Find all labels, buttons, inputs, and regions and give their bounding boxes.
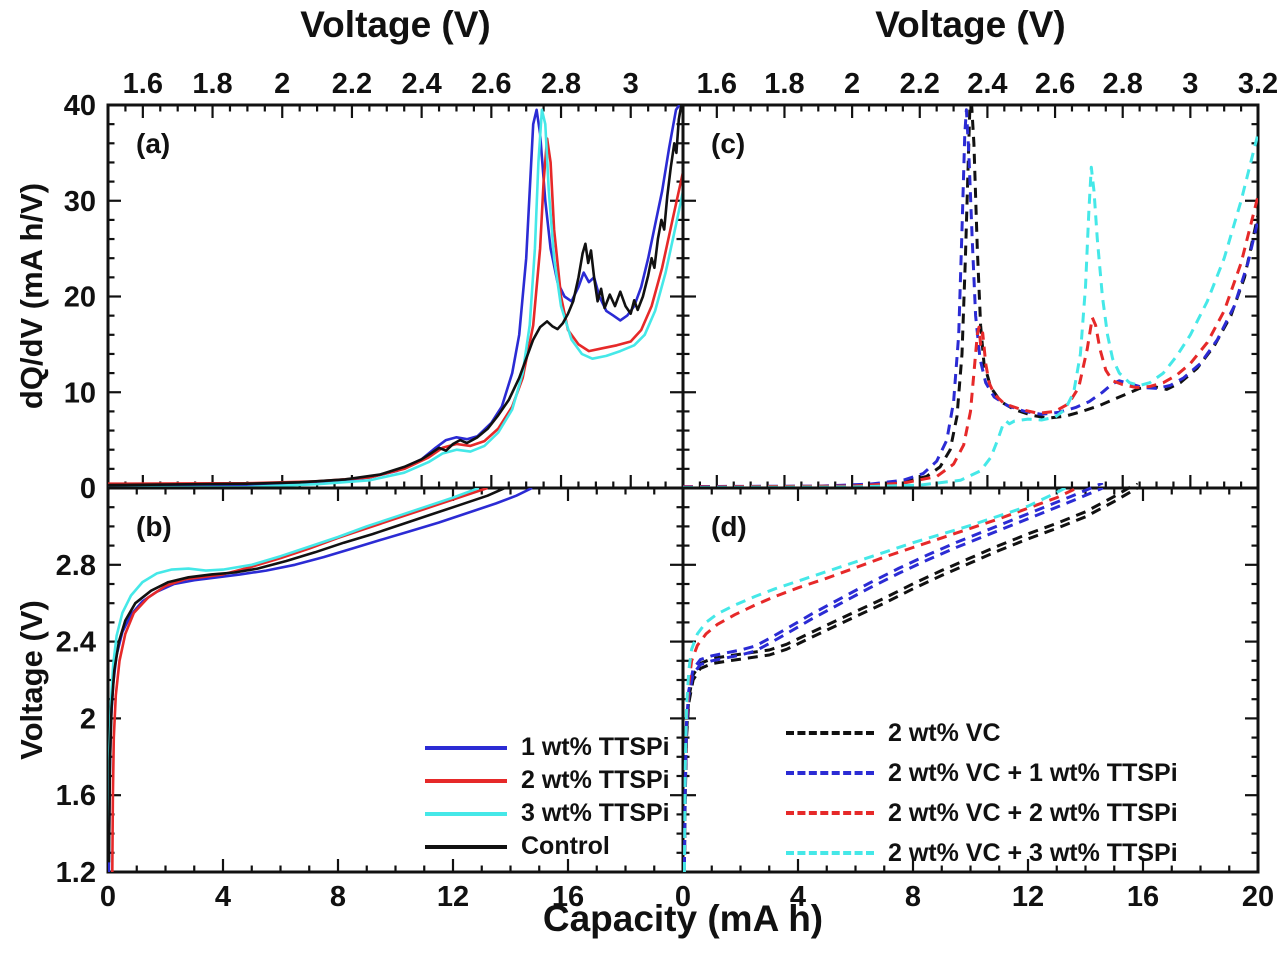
series-line [683, 483, 1104, 867]
legend-label: 2 wt% TTSPi [521, 766, 670, 794]
series-line [108, 108, 683, 488]
tick-label: 2.8 [541, 68, 581, 100]
tick-label: 30 [64, 186, 96, 218]
legend-label: 2 wt% VC + 2 wt% TTSPi [888, 798, 1178, 827]
legend-item: 2 wt% TTSPi [425, 764, 670, 797]
legend-line-swatch [425, 745, 507, 750]
tick-label: 4 [215, 881, 231, 913]
series-line [108, 488, 480, 850]
tick-label: 20 [1242, 881, 1274, 913]
tick-label: 1.6 [56, 780, 96, 812]
legend-label: Control [521, 832, 610, 860]
tick-label: 1.8 [764, 68, 804, 100]
legend-item: 2 wt% VC + 3 wt% TTSPi [786, 833, 1178, 873]
tick-label: 3.2 [1238, 68, 1278, 100]
tick-label: 2 [844, 68, 860, 100]
legend-item: 2 wt% VC + 2 wt% TTSPi [786, 793, 1178, 833]
legend-line-swatch [786, 771, 874, 775]
legend-line-swatch [786, 851, 874, 855]
series-line [108, 105, 683, 487]
tick-label: 40 [64, 90, 96, 122]
tick-label: 2.8 [1103, 68, 1143, 100]
tick-label: 16 [552, 881, 584, 913]
series-line [108, 137, 683, 485]
x-axis-title-voltage-right: Voltage (V) [875, 4, 1066, 45]
legend-label: 1 wt% TTSPi [521, 733, 670, 761]
panel-c: 1.6 1.8 2 2.2 2.4 2.6 2.8 3 3.2 [681, 68, 1278, 490]
tick-label: 12 [1012, 881, 1044, 913]
series-line [683, 105, 1258, 488]
tick-label: 12 [437, 881, 469, 913]
tick-label: 16 [1127, 881, 1159, 913]
x-axis-title-capacity: Capacity (mA h) [542, 898, 824, 939]
series-line [683, 195, 1258, 488]
legend-panel-b: 1 wt% TTSPi 2 wt% TTSPi 3 wt% TTSPi Cont… [425, 731, 670, 863]
legend-line-swatch [425, 811, 507, 816]
panel-b: 0 4 8 12 16 1.2 1.6 2 2.4 2.8 [56, 486, 685, 913]
legend-item: 3 wt% TTSPi [425, 797, 670, 830]
tick-label: 2.6 [1035, 68, 1075, 100]
legend-line-swatch [786, 811, 874, 815]
panel-label-b: (b) [136, 511, 172, 542]
x-axis-title-voltage-left: Voltage (V) [300, 4, 491, 45]
series-line [108, 488, 506, 863]
tick-label: 0 [675, 881, 691, 913]
legend-line-swatch [425, 778, 507, 783]
tick-label: 3 [1182, 68, 1198, 100]
legend-label: 2 wt% VC + 1 wt% TTSPi [888, 758, 1178, 787]
tick-label: 0 [100, 881, 116, 913]
tick-label: 2.4 [56, 627, 96, 659]
legend-label: 2 wt% VC + 3 wt% TTSPi [888, 838, 1178, 867]
series-line [111, 488, 488, 872]
y-axis-title-voltage: Voltage (V) [14, 600, 49, 760]
series-line [683, 488, 1104, 872]
legend-item: Control [425, 830, 670, 863]
tick-label: 2.8 [56, 550, 96, 582]
tick-label: 2 [274, 68, 290, 100]
legend-item: 2 wt% VC [786, 713, 1178, 753]
y-axis-title-dqdv: dQ/dV (mA h/V) [14, 182, 49, 410]
tick-label: 1.6 [697, 68, 737, 100]
panel-label-d: (d) [711, 511, 747, 542]
series-line [683, 108, 1258, 488]
tick-label: 1.6 [123, 68, 163, 100]
tick-label: 2.4 [401, 68, 441, 100]
legend-label: 2 wt% VC [888, 718, 1001, 747]
legend-panel-d: 2 wt% VC 2 wt% VC + 1 wt% TTSPi 2 wt% VC… [786, 713, 1178, 873]
tick-label: 1.2 [56, 857, 96, 889]
tick-label: 2 [80, 703, 96, 735]
legend-line-swatch [425, 844, 507, 849]
tick-label: 3 [623, 68, 639, 100]
tick-label: 2.2 [332, 68, 372, 100]
tick-label: 8 [905, 881, 921, 913]
legend-item: 1 wt% TTSPi [425, 731, 670, 764]
tick-label: 8 [330, 881, 346, 913]
tick-label: 0 [80, 473, 96, 505]
series-line [108, 105, 681, 488]
tick-label: 2.2 [900, 68, 940, 100]
panel-label-a: (a) [136, 128, 171, 159]
panel-border [681, 486, 1260, 874]
tick-label: 10 [64, 377, 96, 409]
legend-item: 2 wt% VC + 1 wt% TTSPi [786, 753, 1178, 793]
tick-label: 2.6 [471, 68, 511, 100]
tick-label: 2.4 [967, 68, 1007, 100]
series-line [683, 133, 1258, 488]
legend-line-swatch [786, 731, 874, 735]
legend-label: 3 wt% TTSPi [521, 799, 670, 827]
series-line [683, 488, 1067, 872]
tick-label: 4 [790, 881, 806, 913]
tick-label: 1.8 [192, 68, 232, 100]
tick-label: 20 [64, 282, 96, 314]
panel-label-c: (c) [711, 128, 746, 159]
panel-d: 0 4 8 12 16 20 [675, 483, 1274, 913]
